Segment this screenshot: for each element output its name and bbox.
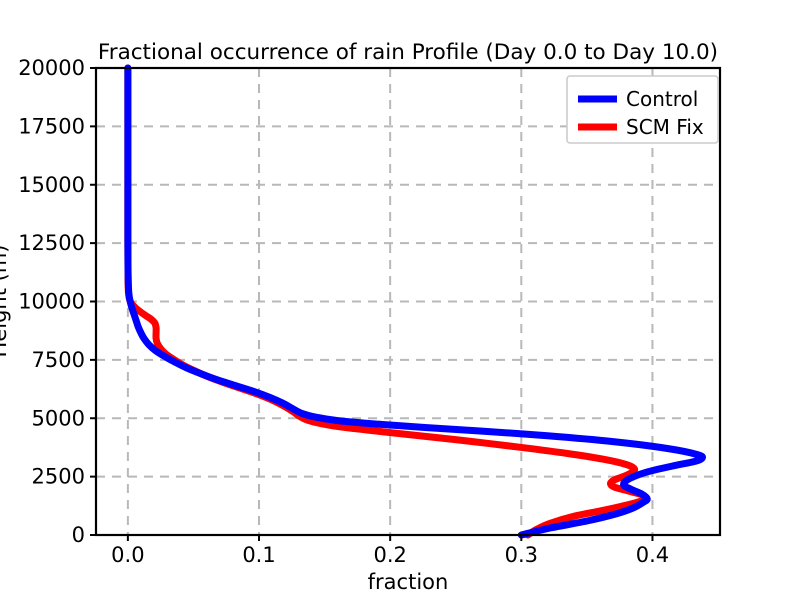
y-tick-label-6: 15000 — [18, 173, 85, 197]
y-tick-label-0: 0 — [72, 523, 85, 547]
x-tick-label-1: 0.1 — [242, 543, 275, 567]
x-tick-labels: 0.0 0.1 0.2 0.3 0.4 — [111, 543, 669, 567]
x-tick-label-4: 0.4 — [636, 543, 669, 567]
legend-label-scm-fix: SCM Fix — [626, 115, 704, 139]
chart-title: Fractional occurrence of rain Profile (D… — [98, 40, 718, 65]
series-line-control — [124, 64, 706, 539]
legend[interactable]: Control SCM Fix — [566, 75, 719, 144]
y-tick-label-4: 10000 — [18, 290, 85, 314]
y-tick-label-5: 12500 — [18, 231, 85, 255]
y-tick-label-2: 5000 — [32, 406, 85, 430]
x-tick-label-2: 0.2 — [373, 543, 406, 567]
y-tick-label-1: 2500 — [32, 465, 85, 489]
y-tick-label-8: 20000 — [18, 56, 85, 80]
x-tick-label-3: 0.3 — [505, 543, 538, 567]
y-tick-labels: 0 2500 5000 7500 10000 12500 15000 17500 20000 — [18, 56, 85, 547]
legend-label-control: Control — [626, 87, 698, 111]
x-axis-label: fraction — [368, 570, 449, 594]
y-axis-label: Height (m) — [0, 245, 11, 358]
x-tick-label-0: 0.0 — [111, 543, 144, 567]
y-tick-label-7: 17500 — [18, 114, 85, 138]
y-tick-label-3: 7500 — [32, 348, 85, 372]
data-series-group — [124, 64, 706, 539]
tick-marks — [90, 67, 654, 541]
